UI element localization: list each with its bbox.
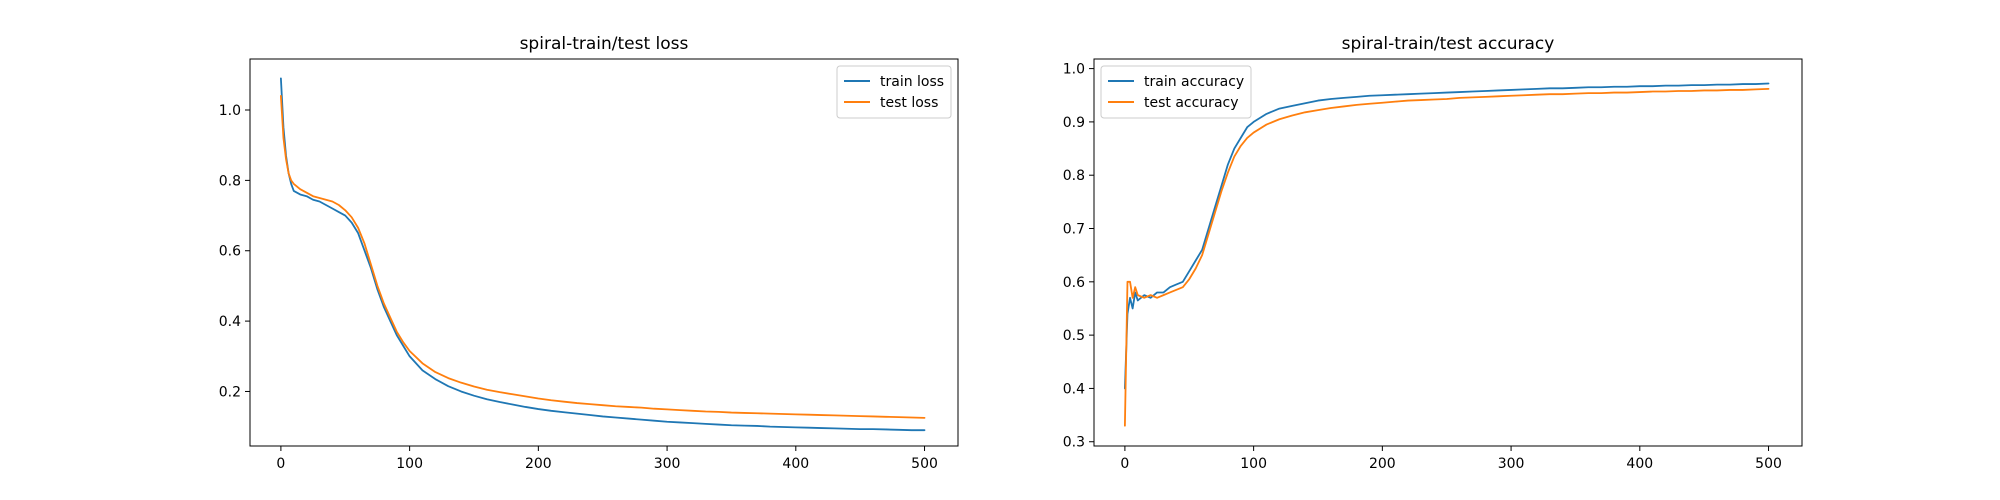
- accuracy-y-tick-label: 0.5: [1063, 328, 1085, 344]
- accuracy-y-tick-label: 0.8: [1063, 168, 1085, 184]
- accuracy-x-tick-label: 200: [1369, 456, 1396, 472]
- accuracy-legend: train accuracy test accuracy: [1101, 66, 1251, 118]
- loss-x-tick-label: 300: [654, 456, 681, 472]
- loss-y-tick-label: 0.8: [219, 173, 241, 189]
- accuracy-y-tick-label: 0.4: [1063, 381, 1085, 397]
- accuracy-y-tick-label: 0.3: [1063, 435, 1085, 451]
- accuracy-y-tick-label: 0.7: [1063, 222, 1085, 238]
- accuracy-y-tick-label: 0.9: [1063, 115, 1085, 131]
- loss-x-tick-label: 200: [525, 456, 552, 472]
- accuracy-x-tick-label: 300: [1498, 456, 1525, 472]
- accuracy-chart-title: spiral-train/test accuracy: [1342, 34, 1555, 54]
- loss-y-tick-label: 0.4: [219, 314, 241, 330]
- loss-chart-title: spiral-train/test loss: [520, 34, 689, 54]
- loss-y-tick-label: 1.0: [219, 103, 241, 119]
- loss-x-tick-label: 400: [782, 456, 809, 472]
- accuracy-x-tick-label: 400: [1626, 456, 1653, 472]
- loss-legend: train loss test loss: [837, 66, 951, 118]
- accuracy-legend-label: test accuracy: [1144, 95, 1239, 111]
- loss-x-tick-label: 100: [396, 456, 423, 472]
- loss-y-tick-label: 0.2: [219, 384, 241, 400]
- accuracy-x-tick-label: 0: [1120, 456, 1129, 472]
- loss-legend-label: test loss: [880, 95, 938, 111]
- loss-legend-label: train loss: [880, 74, 944, 90]
- loss-x-tick-label: 500: [911, 456, 938, 472]
- accuracy-legend-label: train accuracy: [1144, 74, 1244, 90]
- accuracy-x-tick-label: 100: [1240, 456, 1267, 472]
- accuracy-y-tick-label: 1.0: [1063, 62, 1085, 78]
- accuracy-x-tick-label: 500: [1755, 456, 1782, 472]
- loss-x-tick-label: 0: [276, 456, 285, 472]
- loss-y-tick-label: 0.6: [219, 244, 241, 260]
- accuracy-y-tick-label: 0.6: [1063, 275, 1085, 291]
